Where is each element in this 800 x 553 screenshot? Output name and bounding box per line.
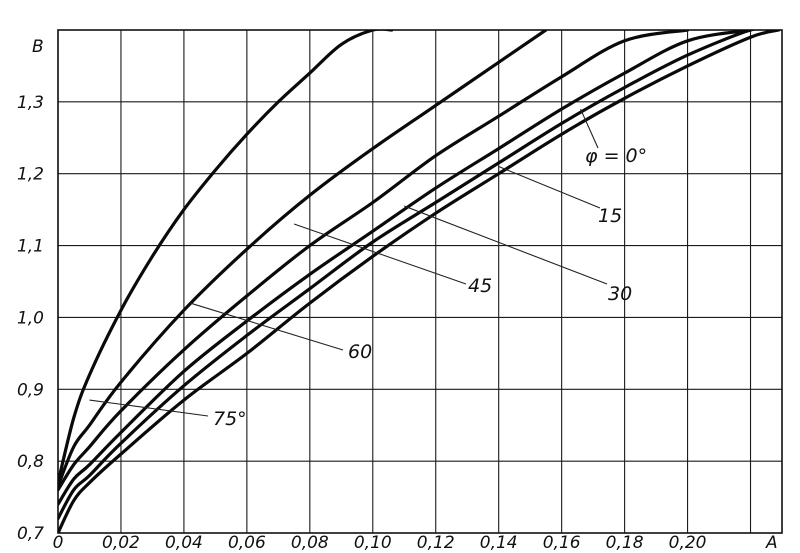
y-tick-label: 1,1 (17, 237, 44, 257)
curve-label: 60 (348, 341, 372, 363)
x-tick-label: 0,12 (417, 533, 455, 553)
curve-series-5 (58, 30, 394, 485)
curve-series-3 (58, 30, 690, 492)
curve-label: 15 (598, 205, 622, 227)
grid (57, 29, 782, 534)
y-tick-label: 0,8 (17, 452, 44, 472)
x-tick-label: 0,10 (354, 533, 392, 553)
plot-frame (57, 29, 783, 534)
annotation-leaders (89, 108, 608, 417)
x-axis-label: A (765, 533, 778, 553)
annotation-leader-line (404, 205, 608, 285)
x-tick-label: 0,16 (543, 533, 581, 553)
x-tick-label: 0,14 (480, 533, 518, 553)
curve-series-0 (58, 30, 781, 533)
y-tick-label: 1,0 (17, 308, 44, 328)
y-tick-label: 1,2 (17, 165, 44, 185)
annotation-leader-line (580, 108, 599, 149)
annotation-leader-line (498, 166, 601, 209)
curve-label: 45 (468, 275, 492, 297)
y-tick-label: 0,7 (17, 524, 44, 544)
y-tick-labels: 0,7 0,8 0,9 1,0 1,1 1,2 1,3 (17, 93, 44, 544)
y-tick-label: 1,3 (17, 93, 44, 113)
curve-annotations: φ = 0° 15 30 45 60 75° (213, 145, 647, 430)
annotation-leader-line (89, 399, 209, 417)
x-tick-label: 0,18 (606, 533, 644, 553)
x-tick-label: 0,06 (228, 533, 266, 553)
curve-series-1 (58, 30, 771, 521)
x-tick-label: 0,20 (669, 533, 707, 553)
annotation-leader-line (293, 223, 467, 285)
curve-series-2 (58, 30, 753, 506)
annotation-leader-line (190, 302, 344, 351)
x-tick-label: 0,08 (291, 533, 329, 553)
curve-label: φ = 0° (585, 145, 647, 167)
x-tick-label: 0 (53, 533, 64, 553)
curve-label: 30 (608, 283, 632, 305)
curve-label: 75° (213, 408, 247, 430)
x-tick-label: 0,04 (165, 533, 203, 553)
y-tick-label: 0,9 (17, 380, 44, 400)
curve-series-4 (58, 30, 548, 488)
y-axis-label: B (32, 37, 44, 57)
x-tick-labels: 0 0,02 0,04 0,06 0,08 0,10 0,12 0,14 0,16 0,18 0,2… (53, 533, 707, 553)
curves (58, 30, 781, 533)
x-tick-label: 0,02 (102, 533, 140, 553)
